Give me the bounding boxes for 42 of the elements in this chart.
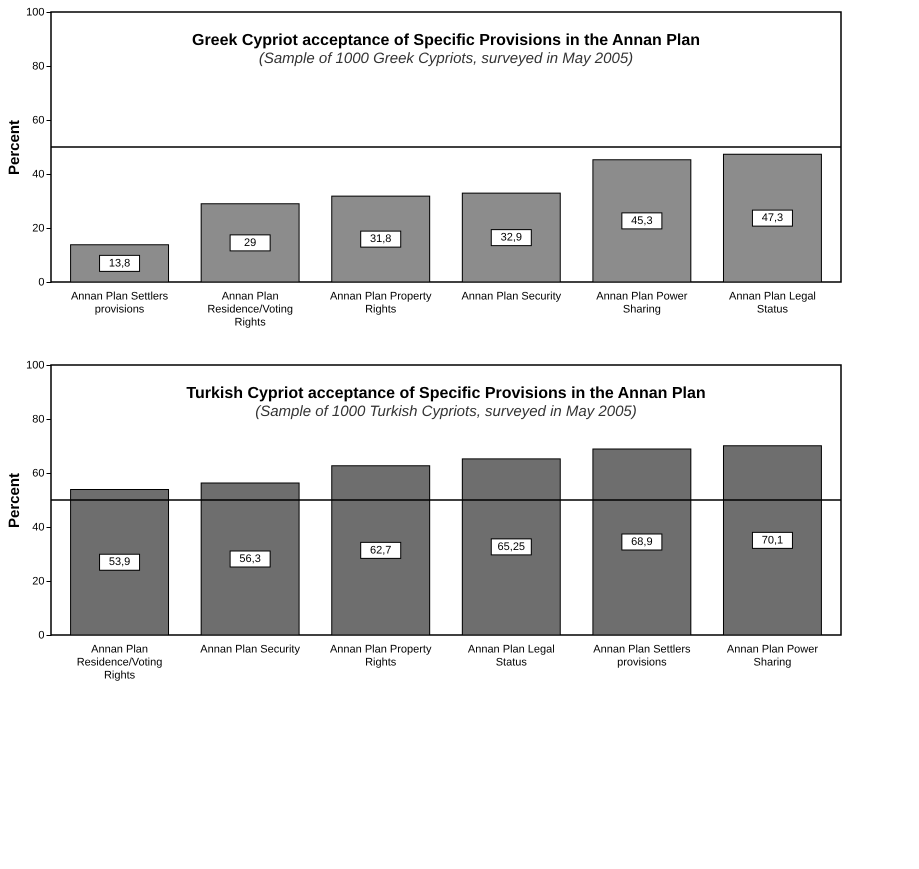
y-tick-label: 0 (38, 276, 44, 288)
data-label: 29 (244, 236, 256, 249)
data-label: 56,3 (239, 552, 261, 565)
data-label: 13,8 (108, 257, 130, 270)
y-tick-label: 60 (32, 468, 44, 480)
x-tick-label: Annan Plan Settlers provisions (70, 290, 169, 316)
y-tick-label: 60 (32, 114, 44, 126)
x-tick-label: Annan Plan Residence/Voting Rights (207, 290, 293, 328)
x-tick-label: Annan Plan Power Sharing (596, 290, 688, 316)
data-label: 45,3 (631, 214, 653, 227)
data-label: 68,9 (631, 536, 653, 548)
text: (Sample of 1000 Turkish Cypriots, surveyed in May 2005) (255, 403, 637, 420)
y-tick-label: 100 (26, 6, 44, 18)
y-tick-label: 40 (32, 522, 44, 534)
text: Turkish Cypriot acceptance of Specific Provisions in the Annan Plan (186, 385, 706, 402)
x-tick-label: Annan Plan Power Sharing (726, 644, 818, 668)
x-tick-label: Annan Plan Security (200, 644, 300, 656)
data-label: 65,25 (498, 540, 526, 553)
y-tick-label: 40 (32, 168, 44, 180)
x-tick-label: Annan Plan Property Rights (330, 290, 432, 316)
y-tick-label: 20 (32, 222, 44, 234)
y-tick-label: 20 (32, 576, 44, 588)
y-tick-label: 0 (38, 630, 44, 642)
y-tick-label: 100 (26, 360, 44, 372)
data-label: 53,9 (108, 556, 130, 568)
y-axis-title: Percent (6, 120, 24, 176)
text: Greek Cypriot acceptance of Specific Provisions in the Annan Plan (192, 32, 700, 49)
y-axis-title: Percent (6, 472, 24, 528)
x-tick-label: Annan Plan Settlers provisions (593, 644, 691, 668)
data-label: 62,7 (370, 544, 392, 556)
text: (Sample of 1000 Greek Cypriots, surveyed in May 2005) (258, 50, 634, 67)
data-label: 32,9 (500, 232, 522, 244)
data-label: 47,3 (762, 212, 784, 224)
x-tick-label: Annan Plan Security (461, 290, 562, 302)
x-tick-label: Annan Plan Legal Status (729, 290, 816, 316)
x-tick-label: Annan Plan Property Rights (330, 644, 432, 668)
data-label: 70,1 (762, 534, 784, 546)
x-tick-label: Annan Plan Residence/Voting Rights (76, 644, 162, 682)
y-tick-label: 80 (32, 414, 44, 426)
y-tick-label: 80 (32, 60, 44, 72)
x-tick-label: Annan Plan Legal Status (468, 644, 555, 668)
data-label: 31,8 (370, 233, 392, 246)
